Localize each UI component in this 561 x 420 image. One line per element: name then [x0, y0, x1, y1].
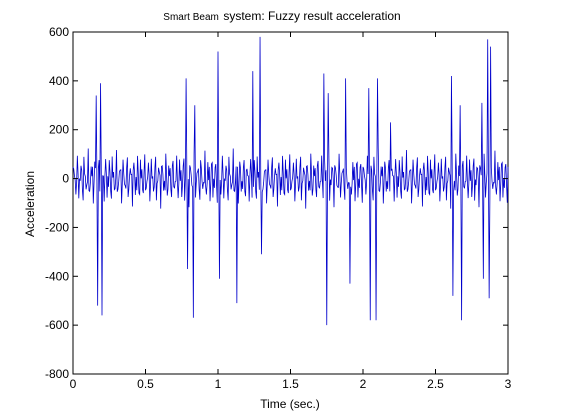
chart-title-small: Smart Beam: [163, 12, 219, 23]
x-tick-label: 0.5: [137, 377, 154, 391]
y-tick-label: 400: [49, 74, 69, 88]
y-axis-label: Acceleration: [23, 171, 37, 237]
axes-box: [72, 31, 509, 375]
x-tick-label: 3: [505, 377, 512, 391]
y-tick-label: 0: [62, 172, 69, 186]
plot-area: 0 0.5 1 1.5 2 2.5 3 -800 -600 -400 -200 0 200 400 600: [45, 25, 512, 391]
chart-title: Smart Beam system: Fuzzy result accelera…: [163, 7, 400, 24]
chart-title-main: system: Fuzzy result acceleration: [223, 9, 400, 23]
y-tick-label: -200: [45, 220, 69, 234]
x-tick-label: 1.5: [282, 377, 299, 391]
y-tick-label: 600: [49, 25, 69, 39]
y-tick-label: -400: [45, 269, 69, 283]
y-tick-label: -800: [45, 367, 69, 381]
y-tick-label: 200: [49, 123, 69, 137]
y-tick-label: -600: [45, 318, 69, 332]
x-tick-label: 0: [70, 377, 77, 391]
x-tick-label: 2.5: [427, 377, 444, 391]
x-axis-label: Time (sec.): [260, 397, 320, 411]
x-tick-label: 2: [360, 377, 367, 391]
x-tick-label: 1: [215, 377, 222, 391]
acceleration-series-line: [72, 36, 509, 326]
